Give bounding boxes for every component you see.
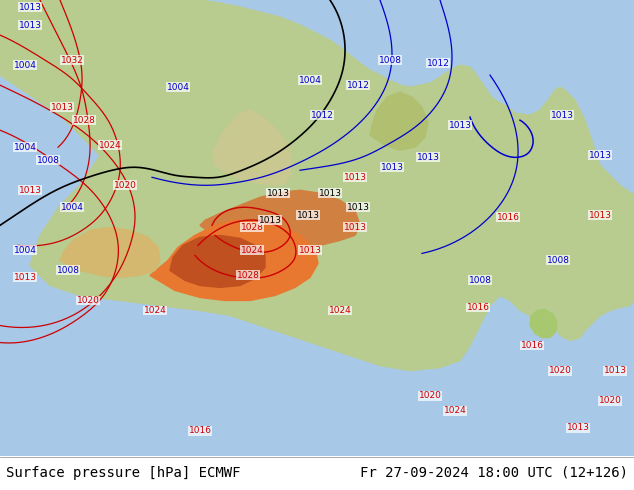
Text: 1020: 1020	[113, 181, 136, 190]
Text: 1013: 1013	[51, 103, 74, 112]
Text: 1016: 1016	[521, 341, 543, 350]
Text: 1013: 1013	[588, 211, 612, 220]
Polygon shape	[213, 110, 292, 185]
Text: 1028: 1028	[72, 116, 96, 124]
Text: 1004: 1004	[13, 246, 36, 255]
Text: 1004: 1004	[13, 61, 36, 70]
Text: 1013: 1013	[297, 211, 320, 220]
Text: 1024: 1024	[241, 246, 263, 255]
Text: 1013: 1013	[13, 273, 37, 282]
Text: 1013: 1013	[347, 203, 370, 212]
Text: 1013: 1013	[588, 151, 612, 160]
Text: 1004: 1004	[299, 75, 321, 85]
Text: 1013: 1013	[318, 189, 342, 198]
Text: 1013: 1013	[380, 163, 403, 172]
Polygon shape	[60, 227, 160, 277]
Text: 1013: 1013	[259, 216, 281, 225]
Text: 1013: 1013	[18, 21, 41, 29]
Text: 1016: 1016	[188, 426, 212, 435]
Text: 1028: 1028	[240, 223, 264, 232]
Text: 1013: 1013	[344, 173, 366, 182]
Text: 1013: 1013	[344, 223, 366, 232]
Text: 1013: 1013	[18, 2, 41, 11]
Text: 1004: 1004	[61, 203, 84, 212]
Text: 1024: 1024	[99, 141, 121, 150]
Text: 1013: 1013	[417, 153, 439, 162]
Text: 1020: 1020	[548, 366, 571, 375]
Text: 1013: 1013	[266, 189, 290, 198]
Text: 1004: 1004	[167, 83, 190, 92]
Text: 1024: 1024	[144, 306, 166, 315]
Text: 1016: 1016	[496, 213, 519, 222]
Polygon shape	[200, 190, 360, 255]
Polygon shape	[0, 0, 634, 370]
Text: 1016: 1016	[467, 303, 489, 312]
Text: 1013: 1013	[550, 111, 574, 120]
Polygon shape	[170, 235, 265, 288]
Text: 1004: 1004	[13, 143, 36, 152]
Text: 1013: 1013	[299, 246, 321, 255]
Text: 1024: 1024	[328, 306, 351, 315]
Text: 1024: 1024	[444, 406, 467, 415]
Text: 1012: 1012	[311, 111, 333, 120]
Text: 1020: 1020	[77, 296, 100, 305]
Polygon shape	[530, 310, 557, 338]
Polygon shape	[150, 220, 318, 300]
Text: Fr 27-09-2024 18:00 UTC (12+126): Fr 27-09-2024 18:00 UTC (12+126)	[359, 466, 628, 480]
Polygon shape	[370, 92, 428, 150]
Text: 1013: 1013	[604, 366, 626, 375]
Text: 1013: 1013	[448, 121, 472, 130]
Text: 1020: 1020	[598, 396, 621, 405]
Text: 1008: 1008	[56, 266, 79, 275]
Text: 1008: 1008	[547, 256, 569, 265]
Text: 1008: 1008	[378, 55, 401, 65]
Text: 1013: 1013	[18, 186, 41, 195]
Text: 1012: 1012	[427, 59, 450, 68]
Text: 1008: 1008	[469, 276, 491, 285]
Text: 1028: 1028	[236, 271, 259, 280]
Text: 1012: 1012	[347, 81, 370, 90]
Text: 1013: 1013	[567, 423, 590, 432]
Text: 1008: 1008	[37, 156, 60, 165]
Text: 1020: 1020	[418, 391, 441, 400]
Text: Surface pressure [hPa] ECMWF: Surface pressure [hPa] ECMWF	[6, 466, 241, 480]
Text: 1032: 1032	[61, 55, 84, 65]
